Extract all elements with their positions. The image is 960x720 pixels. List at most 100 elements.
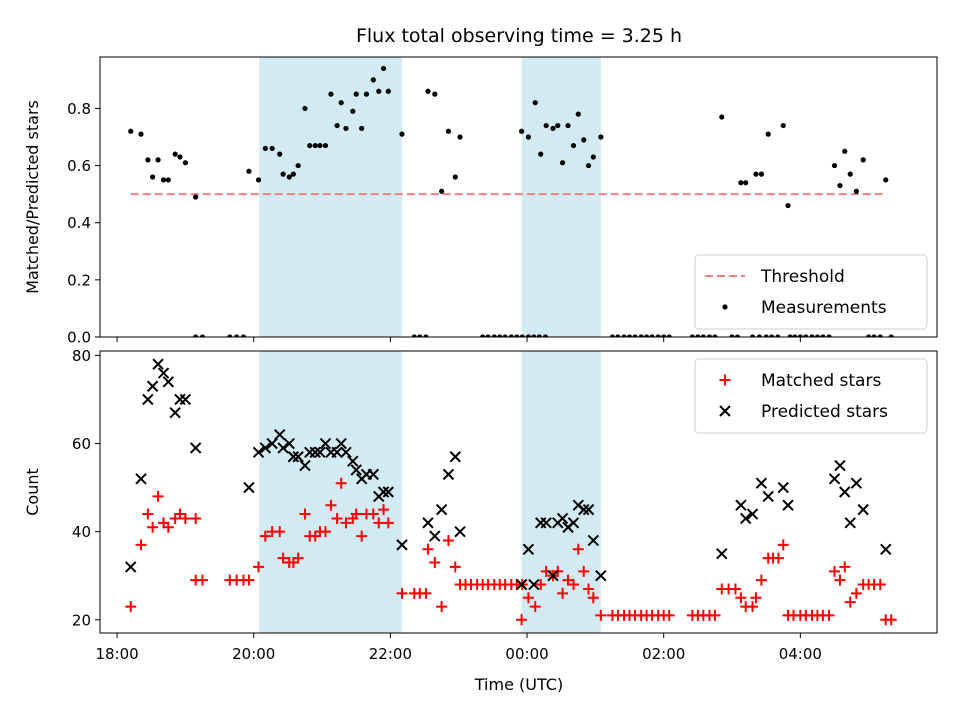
matched-star-point: [874, 579, 886, 591]
predicted-star-point: [528, 578, 540, 591]
measurement-point: [363, 91, 370, 97]
measurement-point: [328, 91, 334, 97]
predicted-star-point: [880, 543, 892, 555]
matched-star-point: [735, 592, 747, 604]
measurement-point: [457, 134, 463, 140]
measurement-point: [307, 142, 313, 149]
observing-window-shade: [521, 57, 601, 337]
matched-star-point: [274, 526, 286, 538]
matched-star-point: [535, 579, 547, 591]
legend-label: Threshold: [760, 267, 845, 287]
predicted-star-point: [429, 530, 441, 542]
measurement-point: [423, 334, 429, 337]
measurement-point: [655, 334, 661, 337]
matched-star-point: [299, 508, 311, 520]
measurement-point: [290, 171, 296, 177]
measurement-point: [555, 122, 561, 129]
predicted-star-point: [587, 534, 600, 547]
measurement-point: [255, 177, 262, 183]
matched-star-point: [147, 521, 159, 533]
predicted-star-point: [157, 367, 170, 379]
predicted-star-point: [283, 437, 295, 450]
measurement-point: [525, 134, 532, 140]
matched-star-point: [190, 512, 202, 524]
measurement-point: [649, 334, 655, 337]
matched-star-point: [750, 592, 762, 604]
matched-star-point: [729, 583, 741, 595]
predicted-star-point: [350, 464, 362, 476]
legend-label: Matched stars: [761, 371, 881, 391]
measurement-point: [743, 180, 749, 186]
legend: Matched stars Predicted stars: [694, 358, 928, 434]
measurement-point: [376, 88, 382, 94]
measurement-point: [532, 100, 538, 106]
matched-star-point: [325, 499, 337, 511]
measurement-point: [814, 334, 821, 337]
observing-window-shade: [259, 57, 403, 337]
matched-star-point: [516, 614, 528, 626]
panel-bottom: 20 40 60 80 18:00 20:00 22:00 00:00 02:00 04:00 Co…: [23, 347, 938, 663]
measurement-point: [277, 151, 283, 157]
matched-star-point: [340, 517, 352, 529]
measurement-point: [621, 334, 627, 337]
measurement-point: [847, 171, 853, 177]
measurement-point: [871, 334, 877, 337]
predicted-star-point: [299, 459, 311, 472]
measurement-point: [525, 334, 532, 337]
matched-star-point: [319, 526, 331, 538]
matched-star-point: [529, 601, 541, 613]
matched-star-point: [350, 508, 362, 520]
matched-star-point: [844, 596, 856, 608]
predicted-star-point: [522, 543, 535, 555]
measurement-point: [842, 148, 848, 154]
measurement-point: [888, 334, 894, 337]
matched-star-point: [373, 517, 385, 529]
measurement-point: [417, 334, 423, 337]
matched-star-point: [356, 530, 368, 542]
predicted-star-point: [179, 393, 192, 406]
measurement-point: [246, 168, 252, 174]
matched-star-point: [568, 579, 580, 591]
matched-star-point: [709, 609, 721, 621]
measurement-point: [508, 334, 514, 337]
matched-star-point: [557, 587, 569, 599]
matched-star-point: [125, 601, 137, 613]
measurement-point: [763, 334, 769, 337]
predicted-star-point: [347, 455, 359, 467]
legend-marker: [719, 405, 731, 417]
matched-star-point: [572, 543, 584, 555]
measurement-point: [439, 188, 445, 194]
y-tick-label: 0.6: [67, 157, 91, 175]
matched-star-point: [277, 552, 289, 564]
measurement-point: [138, 131, 144, 137]
predicted-star-point: [189, 442, 202, 454]
predicted-star-point: [735, 499, 747, 511]
measurement-point: [753, 171, 759, 177]
matched-star-point: [152, 490, 164, 502]
measurement-point: [803, 334, 809, 337]
matched-star-point: [253, 561, 265, 573]
measurement-point: [780, 122, 786, 129]
matched-star-point: [335, 477, 347, 489]
measurement-point: [269, 145, 275, 152]
measurement-point: [145, 157, 151, 163]
measurement-point: [399, 131, 405, 137]
predicted-star-point: [595, 570, 607, 582]
predicted-star-point: [335, 437, 347, 450]
measurement-point: [359, 125, 365, 132]
measurement-point: [155, 157, 161, 163]
matched-star-point: [436, 601, 448, 613]
measurement-point: [877, 334, 883, 337]
y-tick-label: 0.2: [67, 271, 91, 289]
measurement-point: [644, 334, 650, 337]
y-tick-label: 60: [72, 435, 91, 453]
measurement-point: [411, 334, 417, 337]
measurement-point: [860, 157, 866, 163]
matched-star-point: [292, 552, 304, 564]
legend-marker: [719, 374, 731, 386]
x-tick-label: 20:00: [232, 645, 275, 663]
measurement-point: [598, 134, 604, 140]
measurement-point: [177, 154, 183, 160]
measurement-point: [866, 334, 872, 337]
matched-star-point: [772, 552, 784, 564]
